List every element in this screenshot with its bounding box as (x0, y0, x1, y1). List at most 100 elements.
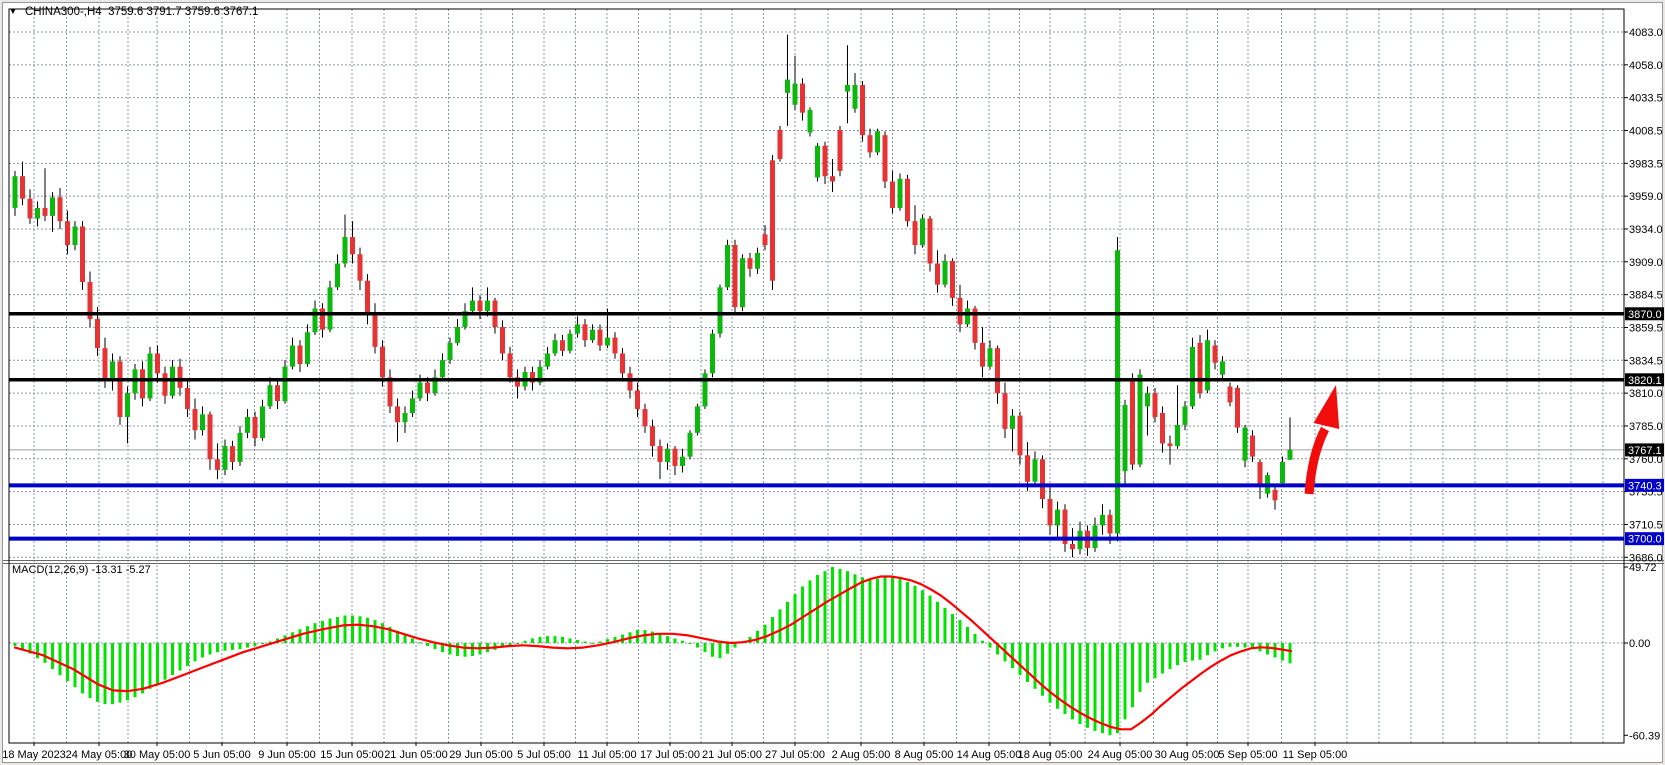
macd-bar (103, 643, 107, 705)
macd-bar (763, 624, 767, 643)
macd-bar (643, 630, 647, 643)
price-tag (1625, 478, 1664, 492)
candle-up (402, 412, 408, 423)
time-axis-label: 2 Aug 05:00 (832, 749, 891, 761)
macd-bar (501, 643, 504, 648)
price-axis-label: 3983.5 (1629, 158, 1663, 170)
macd-bar (298, 629, 302, 643)
candle-up (1242, 427, 1248, 461)
macd-bar (546, 636, 549, 643)
macd-bar (681, 640, 684, 643)
macd-bar (508, 643, 512, 646)
macd-bar (1213, 643, 1217, 652)
candle-down (1235, 387, 1240, 428)
time-axis-label: 17 Jul 05:00 (640, 749, 700, 761)
symbol-dropdown-icon[interactable]: ▼ (9, 7, 17, 16)
candle-up (740, 258, 745, 308)
macd-bar (1198, 643, 1202, 660)
candle-up (965, 308, 970, 325)
macd-bar (1108, 643, 1112, 736)
price-scale[interactable]: 4083.0 4058.0 4033.5 4008.5 3983.5 3959.0 3934… (1624, 27, 1664, 742)
candle-up (200, 414, 205, 431)
candle-up (1182, 406, 1188, 425)
candle-down (1257, 461, 1263, 485)
candle-up (987, 348, 993, 367)
macd-bar (786, 601, 789, 643)
plot-borders (8, 8, 1625, 744)
candle-down (530, 371, 535, 383)
macd-signal-line (13, 575, 1293, 731)
time-axis-label: 27 Jul 05:00 (765, 749, 825, 761)
price-tag-text: 3870.0 (1628, 309, 1662, 321)
macd-bar (868, 579, 872, 643)
candle-up (942, 260, 948, 285)
macd-bar (186, 643, 189, 666)
macd-bar (598, 641, 602, 643)
macd-histogram (13, 567, 1292, 736)
candle-up (710, 333, 715, 374)
chart-canvas[interactable]: 4083.0 4058.0 4033.5 4008.5 3983.5 3959.0 3934… (3, 3, 1664, 764)
macd-bar (966, 626, 969, 643)
candle-down (627, 373, 633, 391)
candle-down (387, 377, 393, 407)
macd-bar (1236, 643, 1239, 647)
candle-down (747, 258, 753, 269)
time-axis-label: 5 Jul 05:00 (517, 749, 571, 761)
macd-bar (343, 615, 347, 643)
price-axis-label: 3959.0 (1629, 191, 1663, 203)
price-axis-label: 3884.5 (1629, 290, 1663, 302)
macd-bar (36, 643, 39, 659)
macd-bar (553, 636, 557, 643)
macd-bar (538, 636, 542, 643)
macd-bar (28, 643, 32, 654)
candle-up (1205, 340, 1210, 391)
candle-up (845, 84, 850, 92)
price-tag (1625, 532, 1664, 546)
macd-bar (523, 640, 527, 643)
candle-down (425, 382, 430, 394)
candle-up (1287, 449, 1293, 460)
candle-down (882, 135, 888, 182)
macd-bar (838, 568, 842, 643)
macd-bar (988, 643, 992, 648)
price-axis-label: 4083.0 (1629, 27, 1663, 39)
macd-bar (396, 630, 399, 643)
price-axis-label: 3834.5 (1629, 355, 1663, 367)
horizontal-level-lines[interactable] (9, 312, 1624, 541)
price-tag-text: 3767.1 (1628, 445, 1662, 457)
macd-bar (448, 643, 452, 655)
macd-bar (261, 643, 264, 644)
macd-bar (846, 571, 849, 643)
pane-separator[interactable] (3, 560, 1664, 564)
macd-bar (456, 643, 459, 656)
macd-bar (306, 626, 309, 643)
macd-bar (73, 643, 77, 688)
candle-down (1017, 415, 1023, 456)
macd-bar (1243, 643, 1247, 648)
macd-bar (981, 640, 984, 643)
trend-arrow[interactable] (1304, 385, 1340, 495)
candle-up (35, 207, 40, 219)
candle-down (912, 221, 918, 245)
candle-up (237, 432, 243, 462)
macd-bar (771, 617, 774, 643)
candle-up (717, 287, 723, 334)
macd-bar (178, 643, 182, 671)
candle-up (725, 244, 730, 288)
candle-down (507, 353, 513, 378)
macd-bar (463, 643, 467, 657)
macd-bar (1161, 643, 1164, 674)
candle-down (642, 409, 648, 427)
candle-up (702, 373, 708, 407)
candle-up (1220, 361, 1225, 375)
candle-down (1002, 393, 1008, 429)
candle-down (1152, 393, 1158, 417)
price-tag (1625, 373, 1664, 387)
time-axis-label: 9 Jun 05:00 (258, 749, 316, 761)
candle-down (297, 345, 303, 365)
macd-bar (718, 643, 722, 659)
macd-bar (1071, 643, 1074, 720)
candle-down (995, 348, 1000, 394)
macd-bar (921, 590, 924, 643)
